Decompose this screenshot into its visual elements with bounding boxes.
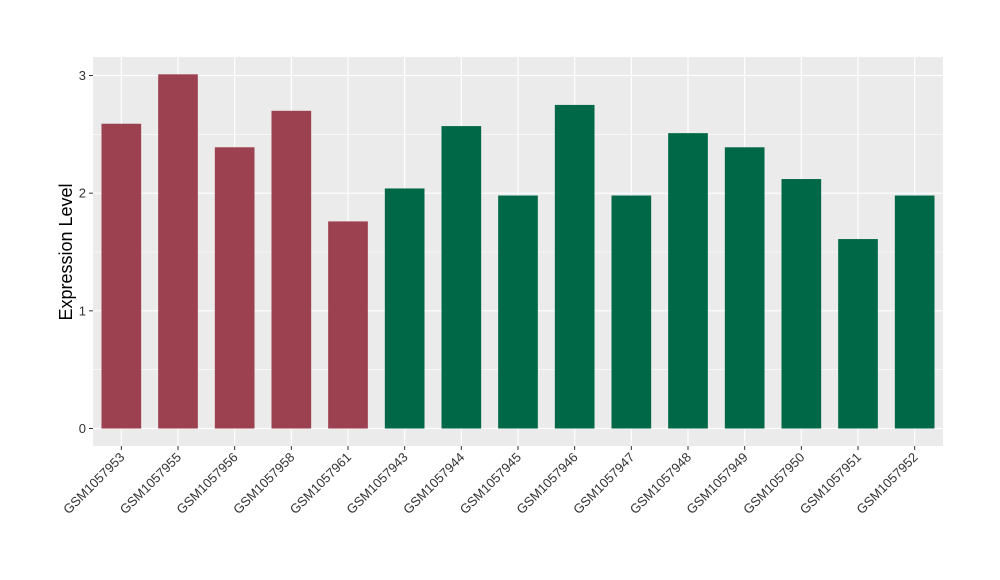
bar-GSM1057958 bbox=[271, 110, 312, 429]
y-tick-label: 2 bbox=[79, 186, 86, 201]
bar-GSM1057946 bbox=[554, 104, 595, 429]
bar-GSM1057949 bbox=[724, 147, 765, 429]
bar-GSM1057943 bbox=[384, 188, 425, 429]
y-tick-label: 0 bbox=[79, 421, 86, 436]
bar-GSM1057951 bbox=[838, 239, 878, 429]
y-tick-label: 1 bbox=[79, 303, 86, 318]
bar-GSM1057947 bbox=[611, 195, 652, 429]
bar-GSM1057953 bbox=[101, 123, 142, 429]
bars bbox=[101, 74, 935, 429]
bar-GSM1057952 bbox=[894, 195, 935, 429]
bar-GSM1057950 bbox=[781, 179, 822, 429]
bar-GSM1057945 bbox=[498, 195, 538, 429]
y-axis-title: Expression Level bbox=[56, 183, 76, 320]
bar-GSM1057948 bbox=[668, 133, 708, 429]
y-tick-label: 3 bbox=[79, 68, 86, 83]
y-axis: 0 1 2 3 bbox=[79, 68, 93, 436]
bar-GSM1057956 bbox=[214, 147, 255, 429]
bar-GSM1057944 bbox=[441, 126, 482, 429]
bar-GSM1057955 bbox=[158, 74, 198, 429]
x-axis: GSM1057953GSM1057955GSM1057956GSM1057958… bbox=[60, 446, 921, 517]
bar-GSM1057961 bbox=[328, 221, 368, 429]
